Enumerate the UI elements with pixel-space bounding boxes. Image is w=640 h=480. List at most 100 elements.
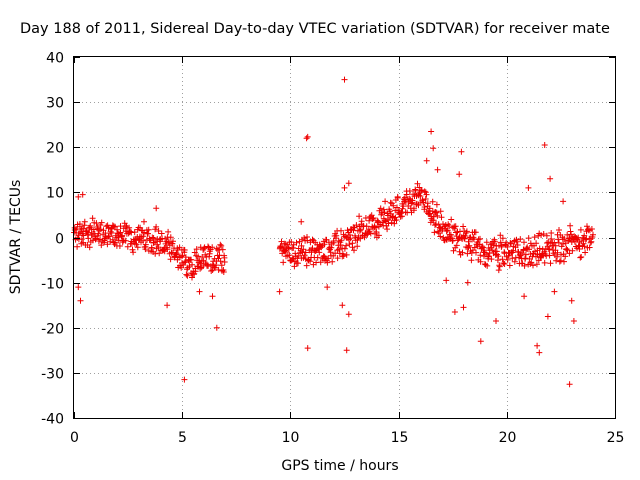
data-point [460,304,467,311]
data-point [115,234,121,241]
data-point [122,237,129,244]
data-point [522,251,529,258]
data-point [434,166,441,173]
data-point [324,284,331,291]
data-point [477,258,484,265]
data-point [85,235,92,242]
data-point [506,262,513,269]
data-point [564,247,571,254]
data-point [531,234,538,241]
data-point [345,311,352,318]
data-point [191,249,198,256]
data-point [462,233,469,239]
data-point [399,205,406,212]
data-point [182,254,189,261]
data-point [205,243,211,250]
x-tick-label: 20 [499,430,517,446]
data-point [346,241,353,248]
data-point [380,206,387,213]
data-point [499,235,506,242]
data-point [89,215,96,222]
data-point [76,221,83,227]
data-point [189,261,196,268]
data-point [491,238,498,245]
data-point [464,279,471,286]
data-point [501,261,508,267]
data-point [447,231,454,238]
data-point [285,245,292,252]
data-point [411,205,417,212]
data-point [511,258,518,265]
data-point [340,253,347,259]
data-point [526,246,532,253]
data-point [80,232,87,239]
data-point [433,209,440,216]
data-point [108,225,115,232]
data-point [468,257,475,264]
x-axis-label: GPS time / hours [281,458,398,474]
data-point [181,376,188,383]
data-point [97,226,104,233]
data-point [377,205,384,212]
data-point [443,228,450,234]
data-point [309,236,316,243]
data-point [464,250,471,257]
data-point [280,259,287,266]
data-point [389,214,396,220]
data-point [142,241,149,248]
data-point [155,228,162,234]
data-point [106,233,113,240]
data-point [298,218,305,225]
data-point [394,204,400,211]
data-point [438,214,445,221]
data-point [361,234,368,241]
data-point [381,209,388,216]
y-axis-label: SDTVAR / TECUs [8,180,24,295]
data-point [584,223,590,230]
data-point [495,253,502,260]
data-point [141,218,147,225]
data-point [459,249,466,256]
data-point [153,205,160,212]
data-point [291,263,298,270]
y-tick-label: 20 [46,141,64,157]
data-point [116,243,123,249]
data-point [390,202,397,209]
data-point [373,229,380,235]
y-tick-labels: -40 -30 -20 -10 0 10 20 30 40 [41,51,64,428]
data-point [507,239,514,246]
y-tick-label: 10 [46,186,64,202]
data-point [431,229,438,236]
data-point [536,245,543,252]
data-point [444,227,451,234]
data-point [358,218,365,225]
data-point [465,244,472,250]
data-point [456,171,463,178]
data-point [213,324,220,331]
data-point [418,187,425,193]
data-point [566,250,573,257]
data-point [386,208,393,215]
data-point [108,230,115,236]
data-point [403,191,410,198]
data-point [384,226,391,233]
data-point [563,245,570,252]
data-point [343,242,350,249]
data-point [89,237,96,244]
data-point [382,217,388,224]
data-point [569,247,576,254]
data-point [421,188,428,195]
data-point [570,318,577,324]
data-point [317,259,324,266]
data-point [497,239,504,246]
data-point [114,226,120,233]
data-point [521,293,528,300]
data-point [477,252,484,259]
data-point [339,302,346,309]
data-point [75,284,82,291]
data-points [71,76,596,388]
data-point [303,135,310,142]
data-point [453,242,460,249]
data-point [513,238,520,245]
